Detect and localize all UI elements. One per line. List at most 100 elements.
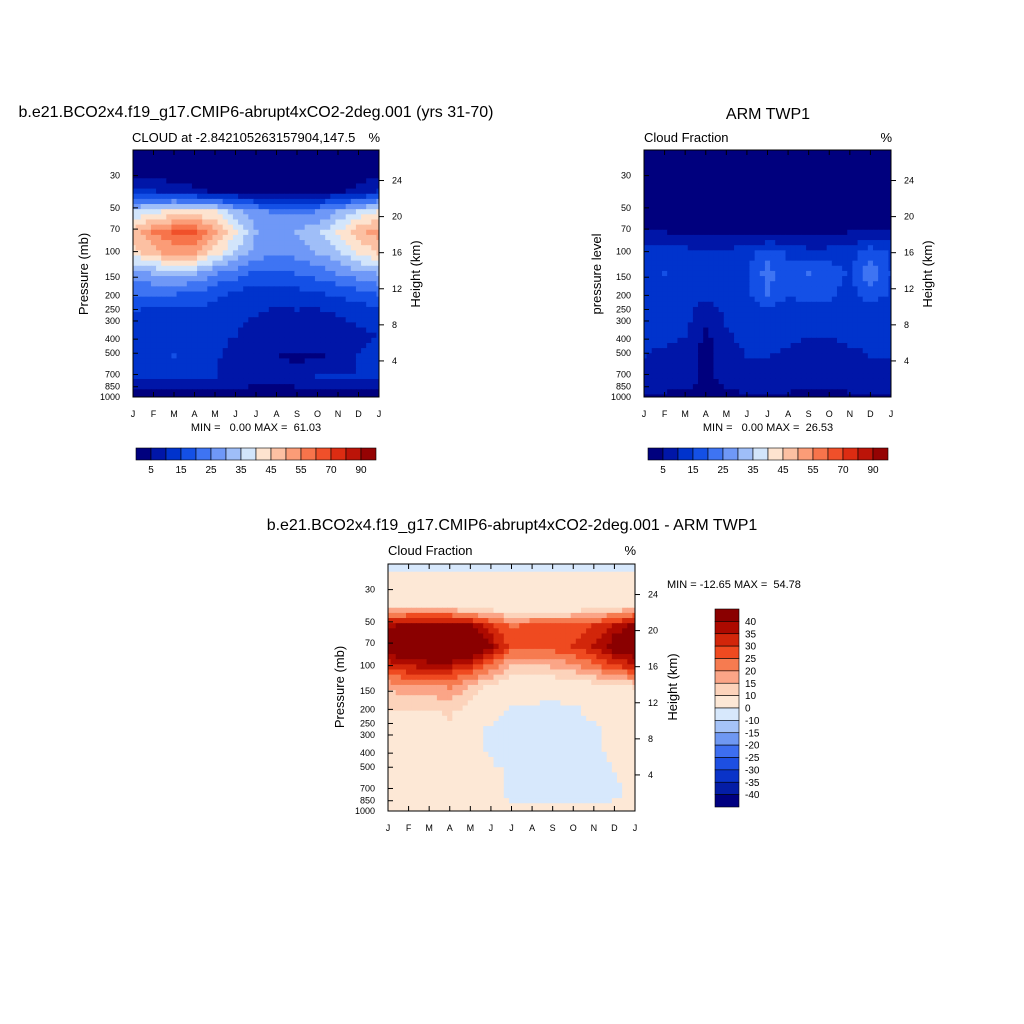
contour-cell	[646, 337, 653, 344]
contour-cell	[207, 219, 214, 226]
contour-cell	[207, 368, 214, 375]
contour-cell	[248, 270, 255, 277]
contour-cell	[145, 363, 152, 370]
contour-cell	[826, 183, 833, 190]
contour-cell	[883, 306, 890, 313]
contour-cell	[176, 234, 183, 241]
contour-cell	[268, 255, 275, 262]
contour-cell	[258, 152, 265, 159]
contour-cell	[872, 250, 879, 257]
contour-cell	[739, 363, 745, 370]
contour-cell	[176, 198, 183, 205]
contour-cell	[687, 173, 694, 179]
contour-cell	[888, 255, 891, 262]
contour-cell	[238, 317, 244, 323]
contour-cell	[662, 322, 668, 329]
contour-cell	[831, 162, 838, 169]
contour-cell	[376, 332, 379, 339]
contour-cell	[708, 286, 715, 293]
contour-cell	[309, 327, 316, 334]
contour-cell	[785, 373, 792, 380]
contour-cell	[775, 363, 781, 370]
contour-cell	[191, 363, 198, 370]
contour-cell	[883, 183, 890, 190]
contour-cell	[294, 229, 301, 236]
contour-cell	[355, 260, 362, 267]
contour-cell	[330, 276, 337, 282]
contour-cell	[258, 317, 265, 323]
contour-cell	[692, 204, 699, 210]
contour-cell	[227, 327, 234, 334]
contour-cell	[698, 229, 704, 236]
contour-cell	[171, 250, 178, 257]
contour-cell	[831, 229, 838, 236]
contour-cell	[314, 178, 321, 185]
contour-cell	[852, 152, 859, 159]
contour-cell	[883, 229, 890, 236]
contour-cell	[644, 204, 648, 210]
contour-cell	[842, 265, 848, 272]
contour-cell	[299, 152, 306, 159]
contour-cell	[171, 373, 178, 380]
contour-cell	[723, 209, 730, 215]
contour-cell	[161, 150, 167, 154]
contour-cell	[672, 204, 679, 210]
contour-cell	[186, 214, 193, 221]
contour-cell	[708, 234, 715, 241]
contour-cell	[775, 342, 781, 349]
contour-cell	[703, 358, 709, 365]
contour-cell	[243, 301, 249, 308]
contour-cell	[656, 353, 663, 360]
contour-cell	[790, 306, 797, 313]
contour-cell	[821, 368, 828, 375]
contour-cell	[335, 260, 342, 267]
contour-cell	[253, 234, 260, 241]
contour-cell	[150, 363, 157, 370]
contour-cell	[253, 209, 260, 215]
contour-cell	[821, 240, 828, 246]
contour-cell	[330, 353, 337, 360]
contour-cell	[263, 152, 270, 159]
contour-cell	[836, 250, 843, 257]
contour-cell	[202, 353, 208, 360]
contour-cell	[325, 301, 331, 308]
contour-cell	[888, 353, 891, 360]
contour-cell	[263, 245, 270, 251]
contour-cell	[888, 270, 891, 277]
contour-cell	[867, 348, 874, 354]
contour-cell	[243, 193, 249, 200]
contour-cell	[713, 178, 720, 185]
x-tick-label: J	[745, 409, 750, 419]
contour-cell	[253, 312, 260, 318]
contour-cell	[795, 394, 802, 397]
x-tick-label: A	[273, 409, 279, 419]
contour-cell	[299, 322, 306, 329]
contour-cell	[831, 327, 838, 334]
contour-cell	[708, 245, 715, 251]
contour-cell	[775, 204, 781, 210]
contour-cell	[770, 276, 776, 282]
contour-cell	[133, 270, 137, 277]
contour-cell	[764, 245, 771, 251]
contour-cell	[852, 168, 859, 174]
contour-cell	[238, 291, 244, 298]
contour-cell	[350, 157, 357, 164]
contour-cell	[309, 281, 316, 287]
contour-cell	[238, 255, 244, 262]
colorbar-swatch	[165, 447, 182, 461]
contour-cell	[156, 219, 162, 226]
contour-cell	[340, 260, 347, 267]
contour-cell	[345, 378, 352, 385]
contour-cell	[713, 204, 720, 210]
contour-cell	[878, 168, 884, 174]
colorbar-swatch	[315, 447, 332, 461]
contour-cell	[156, 394, 162, 397]
contour-cell	[243, 162, 249, 169]
contour-cell	[197, 373, 203, 380]
contour-cell	[355, 214, 362, 221]
contour-cell	[764, 342, 771, 349]
contour-cell	[238, 363, 244, 370]
contour-cell	[161, 337, 167, 344]
contour-cell	[156, 301, 162, 308]
contour-cell	[304, 209, 311, 215]
